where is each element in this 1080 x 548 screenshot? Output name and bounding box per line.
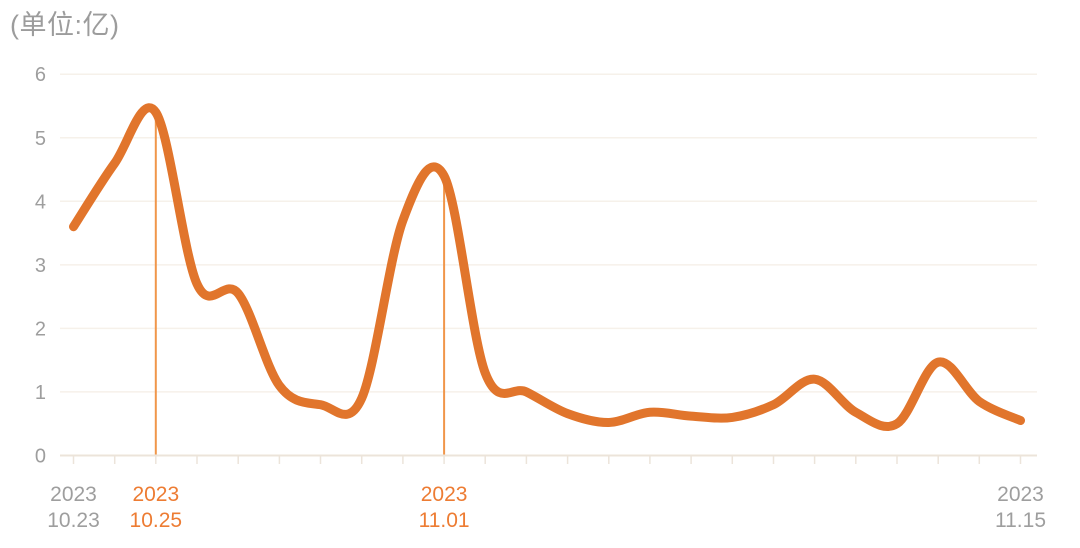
y-tick-label: 2 (35, 318, 46, 340)
x-tick-label: 2023 10.23 (47, 483, 100, 532)
x-tick-label-date: 11.01 (419, 509, 470, 532)
x-tick-label-year: 2023 (997, 483, 1044, 506)
y-tick-label: 0 (35, 446, 46, 468)
y-tick-label: 5 (35, 128, 46, 150)
x-tick-label-year: 2023 (50, 483, 97, 506)
chart-unit-title: (单位:亿) (10, 10, 120, 40)
y-tick-label: 4 (35, 191, 46, 213)
x-tick-label-year: 2023 (421, 483, 468, 506)
y-axis-labels: 0 1 2 3 4 5 6 (35, 64, 46, 467)
y-tick-label: 1 (35, 382, 46, 404)
x-tick-label: 2023 11.01 (419, 483, 470, 532)
x-tick-label-date: 10.23 (47, 509, 100, 532)
x-axis-ticks (72, 456, 1022, 464)
y-tick-label: 6 (35, 64, 46, 86)
x-tick-label: 2023 11.15 (995, 483, 1046, 532)
y-tick-label: 3 (35, 255, 46, 277)
data-line (69, 103, 1025, 431)
x-axis-labels: 2023 10.23 2023 10.25 2023 11.01 2023 11.15 (47, 483, 1046, 532)
x-tick-label-date: 10.25 (130, 509, 183, 532)
x-tick-label-year: 2023 (132, 483, 179, 506)
x-tick-label-date: 11.15 (995, 509, 1046, 532)
y-gridlines (60, 73, 1037, 457)
peak-marker-lines (154, 112, 446, 455)
x-tick-label: 2023 10.25 (130, 483, 183, 532)
